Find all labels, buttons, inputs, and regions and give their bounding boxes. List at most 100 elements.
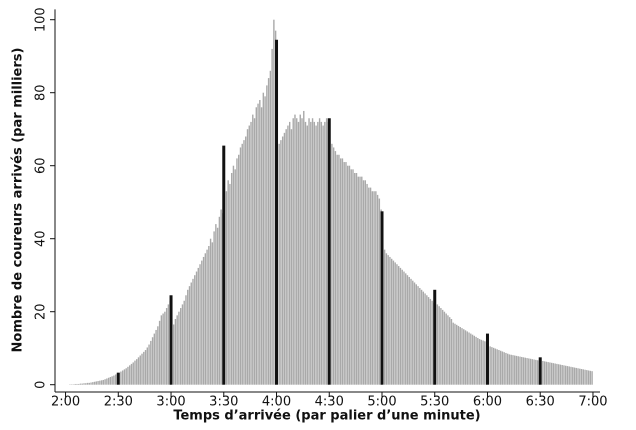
bar [144, 350, 147, 385]
bar [468, 332, 470, 385]
bar [246, 129, 249, 385]
bar [396, 264, 398, 385]
bar [403, 271, 405, 385]
bar [478, 339, 481, 385]
bar [533, 359, 535, 385]
bar [239, 147, 242, 385]
bar [271, 48, 273, 385]
y-tick-label: 40 [34, 230, 49, 247]
bar [86, 382, 89, 385]
bar [392, 260, 395, 385]
bar [313, 121, 316, 385]
bar [141, 353, 143, 385]
bar [81, 383, 83, 385]
bar [195, 271, 198, 385]
bar [550, 362, 553, 385]
bar [99, 380, 101, 385]
bar [92, 382, 94, 385]
bar [496, 349, 498, 385]
bar [586, 370, 588, 385]
bar [229, 183, 231, 385]
x-tick-label: 3:00 [156, 395, 185, 410]
bar [385, 253, 388, 385]
bar [426, 295, 428, 385]
bar [157, 326, 159, 385]
x-tick-label: 2:30 [104, 395, 133, 410]
bar [304, 121, 307, 385]
bar [387, 255, 389, 385]
bar [208, 246, 210, 385]
bar [475, 336, 477, 385]
bar [236, 158, 238, 385]
bar [528, 358, 530, 385]
bar [220, 209, 222, 385]
bar [201, 260, 203, 385]
bar [565, 365, 567, 385]
bar [176, 315, 178, 385]
y-axis-title: Nombre de coureurs arrivés (par milliers… [11, 48, 26, 353]
bar [113, 375, 115, 385]
bar [459, 327, 461, 385]
bar [401, 269, 403, 385]
x-tick-label: 6:00 [473, 395, 502, 410]
bar [188, 286, 191, 385]
bar [343, 162, 345, 385]
bar [213, 231, 215, 385]
bar [183, 300, 185, 385]
bar [243, 140, 245, 385]
bar [505, 352, 507, 385]
bar [417, 286, 419, 385]
y-tick-label: 0 [34, 381, 49, 389]
bar [489, 346, 491, 385]
bar [457, 325, 460, 385]
bar [389, 256, 391, 385]
bar [461, 328, 463, 385]
x-tick-label: 6:30 [526, 395, 555, 410]
bar [197, 267, 199, 385]
bar [572, 367, 574, 385]
bar [310, 121, 312, 385]
bar [290, 129, 293, 385]
bar [568, 366, 570, 385]
bar [566, 366, 569, 385]
bar [257, 103, 259, 385]
bar [114, 374, 117, 385]
bar [259, 100, 261, 385]
x-tick-label: 4:30 [315, 395, 344, 410]
bar [206, 249, 208, 385]
bar [136, 359, 138, 385]
bar [311, 118, 314, 385]
x-axis-title: Temps d’arrivée (par palier d’une minute… [173, 409, 480, 424]
bar [148, 344, 150, 385]
bar [456, 324, 458, 385]
bar [376, 194, 379, 385]
bar [123, 369, 126, 385]
bar [97, 381, 99, 385]
bar [325, 118, 328, 385]
bar [252, 114, 254, 385]
bar [547, 362, 549, 385]
bar [241, 143, 243, 385]
bar [419, 287, 421, 385]
bar [406, 275, 409, 385]
bar [399, 267, 402, 385]
bar [440, 308, 442, 385]
bar [397, 266, 400, 385]
bar [357, 176, 359, 385]
bar [535, 359, 537, 385]
bar [238, 154, 240, 385]
bar [273, 19, 275, 385]
bar [301, 118, 303, 385]
bar [253, 118, 256, 385]
bar [267, 78, 270, 385]
highlight-bar [169, 295, 173, 385]
bar [100, 380, 103, 385]
bar [83, 383, 85, 385]
bar [563, 365, 565, 385]
bar [450, 319, 453, 385]
bar [477, 337, 479, 385]
bar [332, 147, 335, 385]
highlight-bar [327, 118, 331, 385]
bar [164, 311, 166, 385]
bar [230, 173, 233, 385]
